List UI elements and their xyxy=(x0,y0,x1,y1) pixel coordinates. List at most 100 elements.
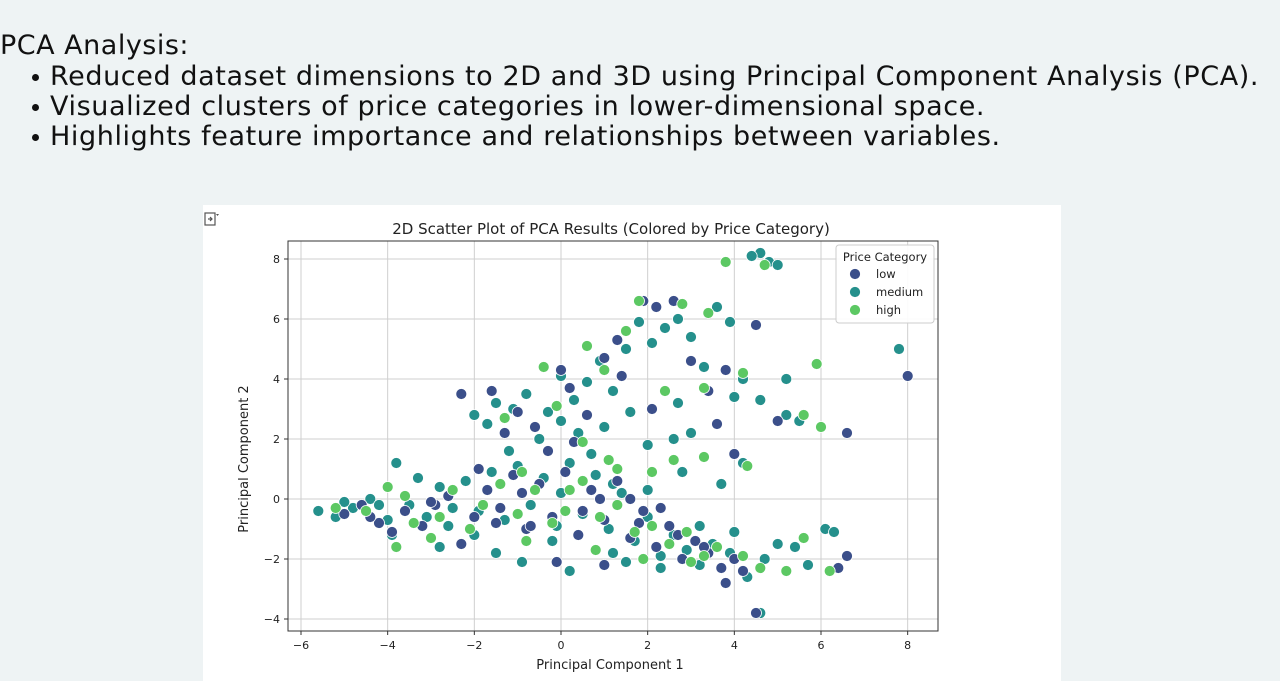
point-medium xyxy=(589,469,602,481)
point-medium xyxy=(698,361,710,373)
point-high xyxy=(589,544,602,556)
point-high xyxy=(711,541,723,553)
point-high xyxy=(754,562,767,574)
point-high xyxy=(581,340,593,352)
point-medium xyxy=(390,457,403,469)
legend: Price Category low medium high xyxy=(835,244,935,324)
point-low xyxy=(611,334,624,346)
point-low xyxy=(581,409,593,421)
point-high xyxy=(516,466,528,478)
point-low xyxy=(511,406,524,418)
point-low xyxy=(728,448,741,460)
point-high xyxy=(494,478,507,490)
point-medium xyxy=(789,541,801,553)
x-axis-label: Principal Component 1 xyxy=(536,658,683,673)
point-medium xyxy=(893,343,905,355)
point-low xyxy=(425,496,437,508)
y-tick-label: 0 xyxy=(273,493,280,506)
x-tick-label: 2 xyxy=(644,639,651,652)
point-medium xyxy=(685,331,697,343)
point-low xyxy=(624,493,637,505)
point-high xyxy=(646,520,658,532)
point-medium xyxy=(459,475,472,487)
legend-box xyxy=(835,244,935,324)
point-high xyxy=(477,499,489,511)
point-high xyxy=(741,460,754,472)
point-medium xyxy=(607,547,619,559)
point-medium xyxy=(676,466,689,478)
point-low xyxy=(737,565,749,577)
point-low xyxy=(719,577,732,589)
point-low xyxy=(650,541,663,553)
x-tick-label: 8 xyxy=(904,639,911,652)
point-high xyxy=(498,412,511,424)
point-low xyxy=(685,355,697,367)
point-medium xyxy=(724,316,736,328)
point-low xyxy=(468,511,481,523)
point-low xyxy=(550,556,563,568)
plot-frame xyxy=(287,240,939,632)
point-medium xyxy=(754,394,767,406)
point-high xyxy=(611,463,624,475)
point-medium xyxy=(715,478,728,490)
point-medium xyxy=(598,421,611,433)
point-high xyxy=(810,358,823,370)
bullet-item-clusters: Visualized clusters of price categories … xyxy=(22,92,1272,122)
point-medium xyxy=(745,250,758,262)
point-medium xyxy=(442,520,455,532)
point-high xyxy=(815,421,827,433)
point-low xyxy=(576,505,589,517)
point-high xyxy=(407,517,420,529)
point-low xyxy=(399,505,411,517)
point-medium xyxy=(780,409,793,421)
point-medium xyxy=(615,487,628,499)
x-tick-label: −4 xyxy=(380,639,396,652)
point-high xyxy=(633,295,645,307)
point-medium xyxy=(312,505,325,517)
point-medium xyxy=(728,526,741,538)
point-low xyxy=(585,484,598,496)
legend-marker-medium xyxy=(849,286,861,298)
point-medium xyxy=(533,433,546,445)
point-medium xyxy=(585,448,598,460)
point-medium xyxy=(481,418,494,430)
point-high xyxy=(602,454,615,466)
point-high xyxy=(511,508,524,520)
point-high xyxy=(563,484,576,496)
point-medium xyxy=(641,439,654,451)
point-high xyxy=(667,454,680,466)
point-medium xyxy=(828,526,840,538)
point-low xyxy=(563,382,576,394)
legend-label-medium: medium xyxy=(876,285,923,299)
point-medium xyxy=(446,502,459,514)
point-medium xyxy=(503,445,515,457)
point-high xyxy=(537,361,550,373)
point-medium xyxy=(667,433,680,445)
point-low xyxy=(481,484,494,496)
point-low xyxy=(555,364,567,376)
point-low xyxy=(490,517,502,529)
point-medium xyxy=(672,397,684,409)
point-medium xyxy=(516,556,528,568)
point-high xyxy=(446,484,459,496)
point-low xyxy=(598,352,611,364)
output-expand-icon[interactable] xyxy=(203,211,221,229)
y-tick-label: 6 xyxy=(273,313,280,326)
point-low xyxy=(598,559,611,571)
legend-label-high: high xyxy=(876,303,901,317)
point-low xyxy=(711,418,723,430)
point-low xyxy=(841,550,853,562)
point-high xyxy=(628,526,641,538)
legend-label-low: low xyxy=(876,267,896,281)
x-tick-label: −6 xyxy=(293,639,309,652)
x-tick-label: −2 xyxy=(466,639,482,652)
point-medium xyxy=(728,391,741,403)
point-high xyxy=(399,490,411,502)
points-layer xyxy=(312,247,914,619)
point-high xyxy=(390,541,403,553)
bullet-item-feature-importance: Highlights feature importance and relati… xyxy=(22,122,1272,152)
point-medium xyxy=(433,541,446,553)
point-medium xyxy=(620,343,632,355)
point-low xyxy=(524,520,537,532)
point-low xyxy=(689,535,702,547)
